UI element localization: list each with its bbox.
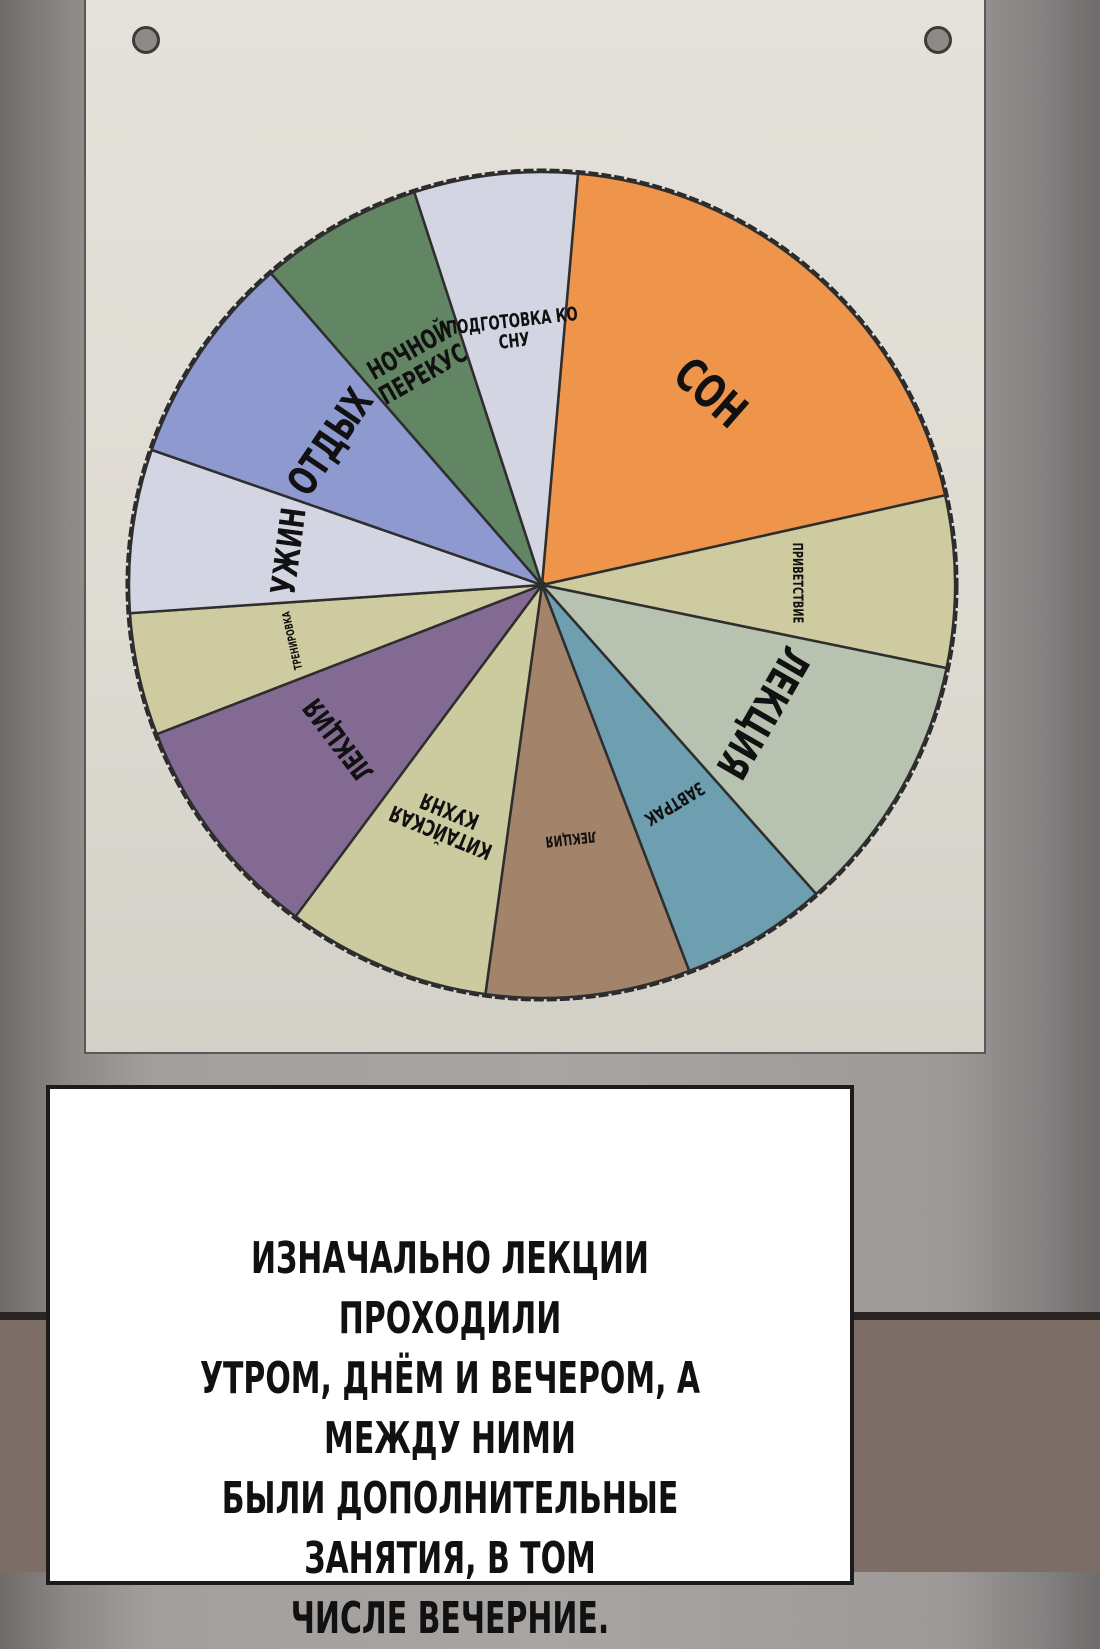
caption-line: ИЗНАЧАЛЬНО ЛЕКЦИИ ПРОХОДИЛИ (251, 1233, 649, 1344)
pie-slice (484, 584, 691, 1000)
caption-box: ИЗНАЧАЛЬНО ЛЕКЦИИ ПРОХОДИЛИ УТРОМ, ДНЁМ … (46, 1085, 854, 1644)
pie-outline (125, 168, 959, 1002)
pie-slice (155, 582, 546, 919)
caption-text: ИЗНАЧАЛЬНО ЛЕКЦИИ ПРОХОДИЛИ УТРОМ, ДНЁМ … (178, 1229, 722, 1649)
pie-slice (127, 448, 543, 615)
schedule-pie-chart: СОНПРИВЕТСТВИЕЛЕКЦИЯЗАВТРАКЛЕКЦИЯКИТАЙСК… (125, 168, 959, 1002)
pie-slice (540, 172, 947, 587)
pie-slice (269, 190, 544, 586)
caption-line: УТРОМ, ДНЁМ И ВЕЧЕРОМ, А МЕЖДУ НИМИ (199, 1353, 701, 1464)
caption-line: ЧИСЛЕ ВЕЧЕРНИЕ. (290, 1593, 610, 1644)
pin-right-icon (924, 26, 952, 54)
pie-slice (540, 584, 818, 973)
pie-center (538, 581, 546, 589)
pie-slice-label: ПРИВЕТСТВИЕ (789, 543, 806, 624)
pie-slice (150, 271, 547, 588)
svg-text:ЛЕКЦИЯ: ЛЕКЦИЯ (545, 827, 598, 850)
pie-slice (541, 493, 957, 670)
pie-slice-label: ЛЕКЦИЯ (545, 827, 598, 850)
svg-text:ПРИВЕТСТВИЕ: ПРИВЕТСТВИЕ (789, 543, 806, 624)
pin-left-icon (132, 26, 160, 54)
caption-line: БЫЛИ ДОПОЛНИТЕЛЬНЫЕ ЗАНЯТИЯ, В ТОМ (221, 1473, 679, 1584)
pie-slice (538, 583, 949, 896)
pie-slice (293, 584, 544, 996)
pie-slice (412, 170, 580, 586)
